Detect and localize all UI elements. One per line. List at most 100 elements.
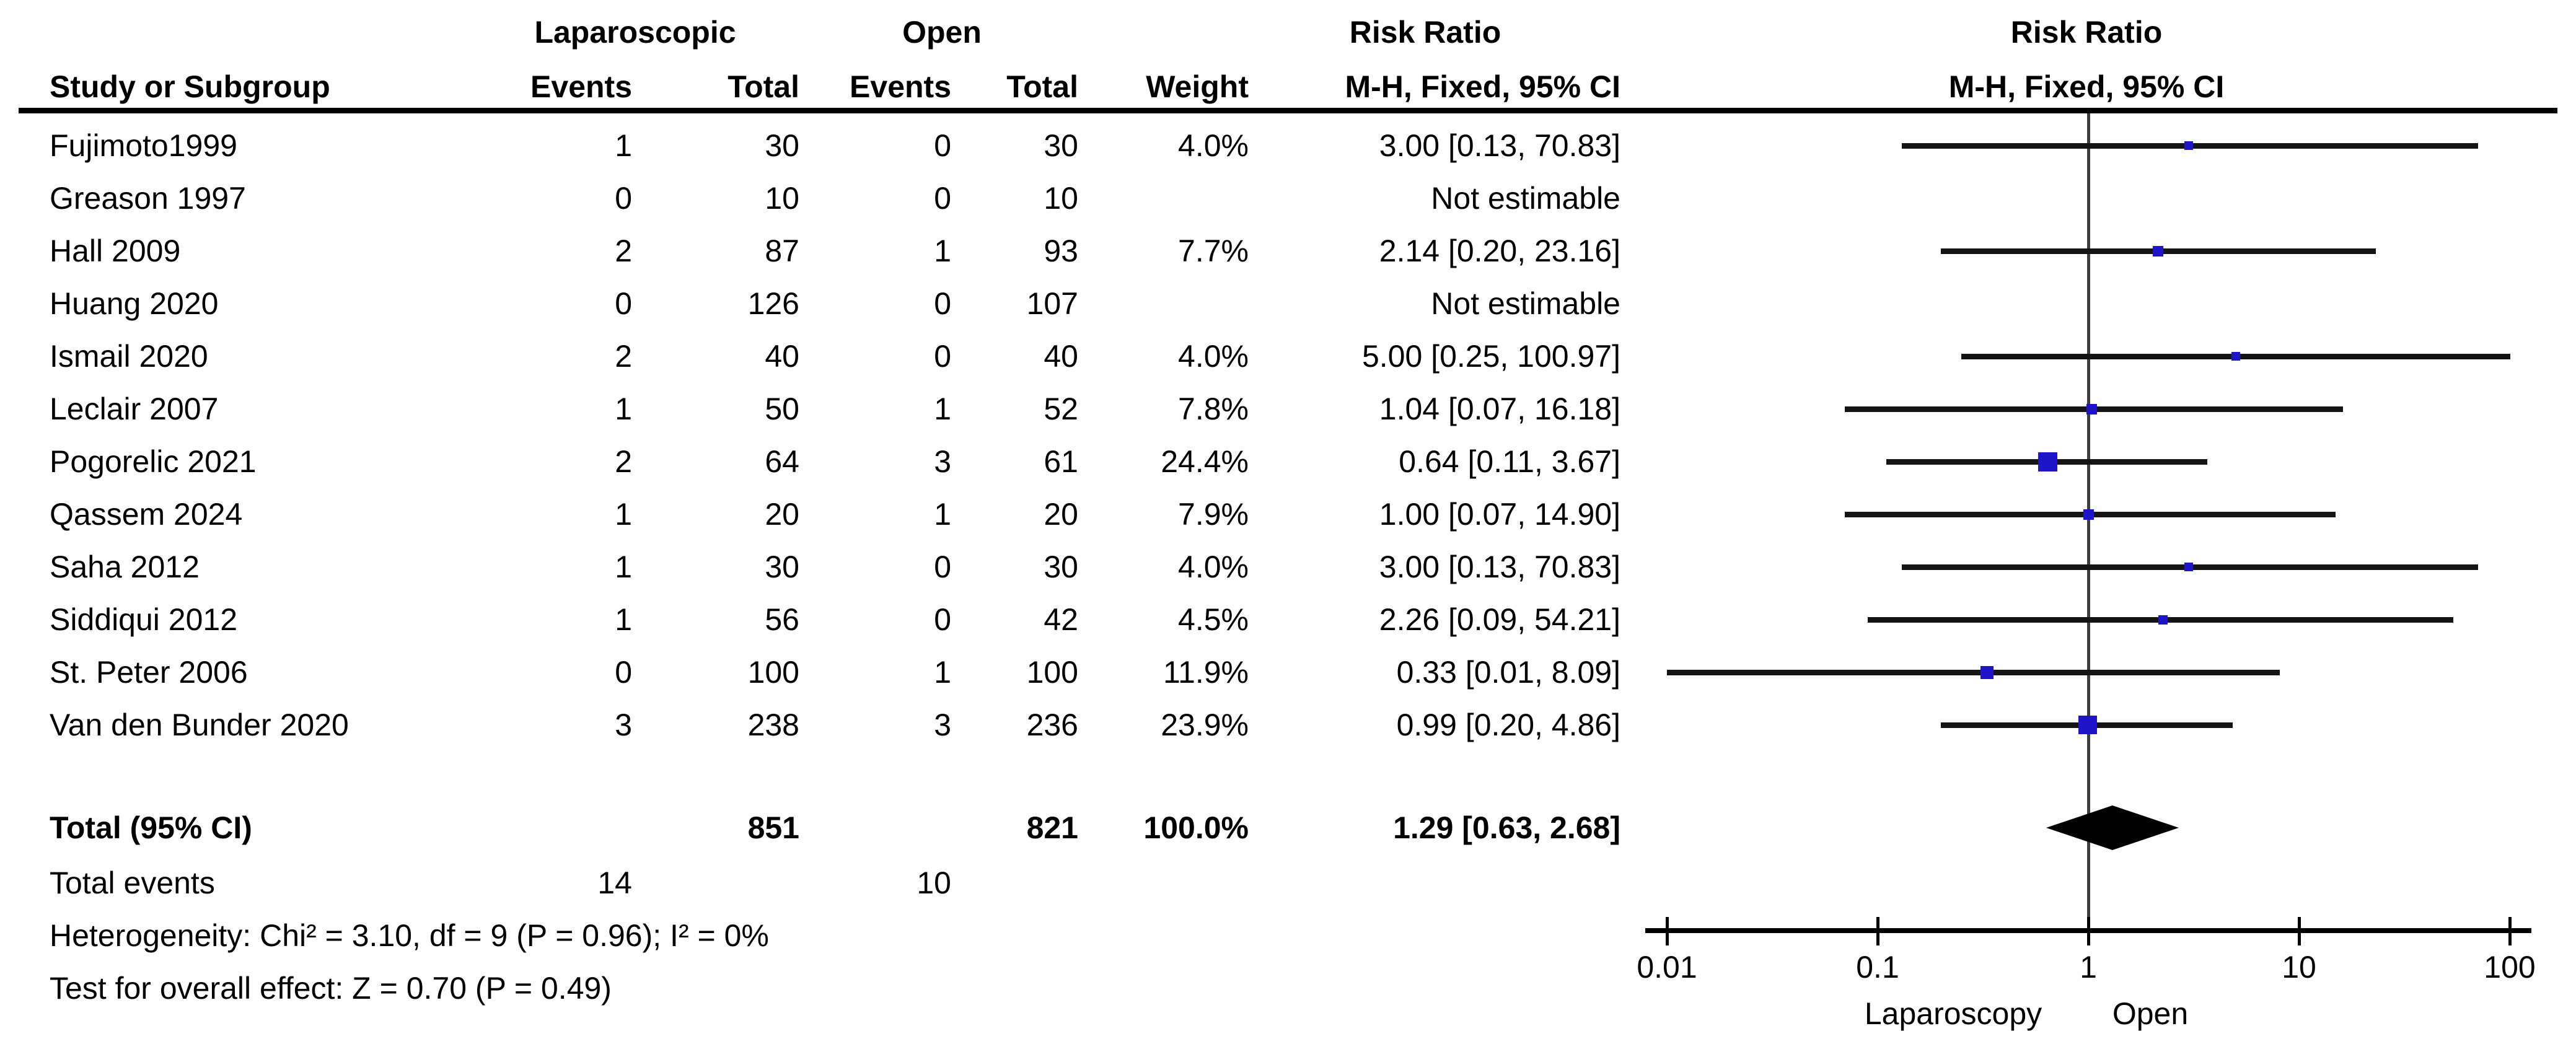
open-events-value: 0 (934, 550, 951, 584)
axis-tick-label: 1 (2080, 950, 2097, 985)
column-group-open: Open (902, 15, 982, 50)
ci-text-value: 1.00 [0.07, 14.90] (1379, 497, 1620, 532)
total-events-label: Total events (50, 866, 215, 900)
column-header-open-total: Total (1006, 69, 1078, 104)
axis-tick-label: 0.1 (1856, 950, 1899, 985)
ci-text-value: 5.00 [0.25, 100.97] (1361, 339, 1620, 374)
open-total-value: 20 (1044, 497, 1078, 532)
ci-text-value: 0.64 [0.11, 3.67] (1399, 444, 1620, 479)
plot-title-risk-ratio: Risk Ratio (2010, 15, 2163, 50)
open-events-value: 0 (934, 286, 951, 321)
axis-label-favours-laparoscopy: Laparoscopy (1864, 996, 2042, 1031)
effect-marker (2184, 563, 2193, 571)
open-events-value: 3 (934, 444, 951, 479)
open-events-value: 0 (934, 339, 951, 374)
study-name: Leclair 2007 (50, 392, 219, 426)
column-header-mh-ci: M-H, Fixed, 95% CI (1345, 69, 1620, 104)
column-header-study: Study or Subgroup (50, 69, 330, 104)
study-name: Huang 2020 (50, 286, 219, 321)
lap-events-value: 1 (615, 497, 632, 532)
ci-text-value: 2.14 [0.20, 23.16] (1379, 234, 1620, 268)
ci-text-value: 1.04 [0.07, 16.18] (1379, 392, 1620, 426)
header-divider-line (19, 108, 2557, 113)
ci-text-value: 0.33 [0.01, 8.09] (1396, 655, 1620, 690)
weight-value: 7.9% (1178, 497, 1249, 532)
effect-marker (2231, 352, 2240, 361)
open-total-value: 40 (1044, 339, 1078, 374)
lap-total-value: 56 (765, 602, 799, 637)
ci-text-value: 0.99 [0.20, 4.86] (1396, 708, 1620, 742)
column-header-open-events: Events (850, 69, 951, 104)
weight-value: 4.0% (1178, 550, 1249, 584)
study-name: Pogorelic 2021 (50, 444, 257, 479)
weight-value: 4.0% (1178, 339, 1249, 374)
study-name: Ismail 2020 (50, 339, 208, 374)
open-events-value: 3 (934, 708, 951, 742)
study-name: Greason 1997 (50, 181, 246, 216)
weight-value: 24.4% (1161, 444, 1249, 479)
axis-tick-0.01 (1666, 917, 1669, 945)
open-events-value: 1 (934, 392, 951, 426)
lap-total-value: 64 (765, 444, 799, 479)
total-lap-total-value: 851 (747, 810, 799, 845)
open-events-value: 1 (934, 234, 951, 268)
lap-events-value: 0 (615, 286, 632, 321)
effect-marker (1980, 666, 1994, 679)
weight-value: 7.7% (1178, 234, 1249, 268)
lap-events-value: 0 (615, 655, 632, 690)
lap-total-value: 40 (765, 339, 799, 374)
total-weight-value: 100.0% (1143, 810, 1249, 845)
weight-value: 23.9% (1161, 708, 1249, 742)
ci-text-value: 2.26 [0.09, 54.21] (1379, 602, 1620, 637)
total-open-total-value: 821 (1026, 810, 1078, 845)
lap-total-value: 87 (765, 234, 799, 268)
lap-total-value: 30 (765, 550, 799, 584)
total-events-lap-value: 14 (597, 866, 632, 900)
column-header-lap-events: Events (530, 69, 632, 104)
lap-total-value: 10 (765, 181, 799, 216)
study-name: Qassem 2024 (50, 497, 243, 532)
open-total-value: 100 (1026, 655, 1078, 690)
study-name: Hall 2009 (50, 234, 181, 268)
open-total-value: 30 (1044, 550, 1078, 584)
study-name: Fujimoto1999 (50, 128, 237, 163)
axis-tick-10 (2298, 917, 2301, 945)
weight-value: 11.9% (1163, 655, 1249, 690)
axis-label-favours-open: Open (2112, 996, 2189, 1031)
axis-tick-0.1 (1876, 917, 1879, 945)
open-events-value: 0 (934, 181, 951, 216)
total-row-label: Total (95% CI) (50, 810, 252, 845)
lap-total-value: 50 (765, 392, 799, 426)
effect-marker (2038, 452, 2057, 471)
weight-value: 7.8% (1178, 392, 1249, 426)
lap-events-value: 1 (615, 392, 632, 426)
ci-text-value: 3.00 [0.13, 70.83] (1379, 550, 1620, 584)
open-total-value: 93 (1044, 234, 1078, 268)
open-events-value: 0 (934, 128, 951, 163)
null-effect-line (2087, 113, 2090, 931)
axis-tick-label: 0.01 (1637, 950, 1697, 985)
open-events-value: 0 (934, 602, 951, 637)
heterogeneity-stats: Heterogeneity: Chi² = 3.10, df = 9 (P = … (50, 918, 769, 953)
lap-events-value: 2 (615, 234, 632, 268)
lap-events-value: 1 (615, 128, 632, 163)
study-name: St. Peter 2006 (50, 655, 248, 690)
axis-tick-100 (2508, 917, 2512, 945)
lap-events-value: 0 (615, 181, 632, 216)
lap-events-value: 3 (615, 708, 632, 742)
open-total-value: 61 (1044, 444, 1078, 479)
lap-events-value: 1 (615, 550, 632, 584)
open-total-value: 42 (1044, 602, 1078, 637)
open-total-value: 30 (1044, 128, 1078, 163)
open-total-value: 10 (1044, 181, 1078, 216)
lap-total-value: 126 (747, 286, 799, 321)
column-header-weight: Weight (1146, 69, 1249, 104)
effect-marker (2153, 246, 2163, 257)
lap-total-value: 100 (747, 655, 799, 690)
study-name: Van den Bunder 2020 (50, 708, 349, 742)
open-total-value: 52 (1044, 392, 1078, 426)
open-total-value: 236 (1026, 708, 1078, 742)
effect-marker (2158, 615, 2168, 625)
axis-tick-label: 100 (2484, 950, 2536, 985)
